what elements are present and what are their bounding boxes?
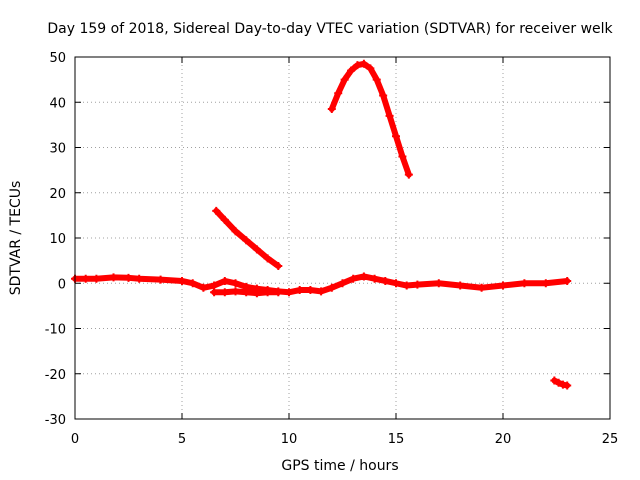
data-point (306, 286, 315, 295)
data-point (434, 279, 443, 288)
data-point (327, 105, 336, 114)
data-point (379, 91, 388, 100)
data-point (263, 254, 272, 263)
x-tick-label: 10 (281, 432, 298, 447)
data-point (404, 170, 413, 179)
data-point (366, 64, 375, 73)
y-tick-label: 30 (49, 142, 66, 157)
data-point (456, 281, 465, 290)
data-point (156, 275, 165, 284)
data-point (242, 288, 251, 297)
data-point (359, 59, 368, 68)
x-tick-label: 5 (178, 432, 186, 447)
series-lower-branch (210, 287, 283, 298)
series-main-band (71, 272, 572, 297)
data-point (252, 245, 261, 254)
chart-title: Day 159 of 2018, Sidereal Day-to-day VTE… (47, 21, 613, 37)
data-point (550, 376, 559, 385)
data-point (220, 276, 229, 285)
y-tick-label: 10 (49, 232, 66, 247)
data-point (285, 288, 293, 297)
data-point (541, 279, 550, 288)
data-point (334, 89, 343, 98)
data-point (92, 274, 101, 283)
data-point (327, 283, 336, 292)
series-short-segment (550, 376, 572, 390)
data-point (317, 287, 326, 296)
data-point (372, 75, 381, 84)
data-point (274, 262, 283, 271)
y-tick-label: -10 (45, 323, 66, 338)
x-tick-label: 0 (71, 432, 79, 447)
series-descending-arc (212, 206, 283, 271)
data-point (340, 75, 349, 84)
x-tick-label: 15 (388, 432, 405, 447)
x-tick-label: 20 (495, 432, 512, 447)
data-point (81, 274, 90, 283)
data-point (554, 378, 563, 387)
data-point (263, 288, 272, 297)
data-point (520, 279, 529, 288)
y-tick-label: 40 (49, 96, 66, 111)
data-point (347, 66, 356, 75)
data-point (220, 288, 229, 297)
data-point (242, 236, 251, 245)
data-point (563, 381, 572, 390)
data-point (477, 283, 486, 292)
data-point (392, 279, 400, 288)
data-point (199, 283, 208, 292)
y-tick-label: -20 (45, 368, 66, 383)
data-point (231, 227, 240, 236)
data-point (349, 274, 358, 283)
data-point (109, 273, 118, 282)
data-point (385, 111, 394, 120)
data-point (370, 274, 379, 283)
data-point (359, 272, 368, 281)
x-tick-label: 25 (602, 432, 619, 447)
series-peak-arc (327, 59, 413, 179)
y-tick-label: 50 (49, 51, 66, 66)
data-point (188, 279, 197, 288)
data-point (210, 281, 219, 290)
data-point (210, 288, 219, 297)
data-point (212, 206, 221, 215)
data-point (135, 274, 144, 283)
data-point (231, 287, 240, 296)
plot-frame (74, 56, 611, 420)
data-point (381, 276, 390, 285)
y-axis-label: SDTVAR / TECUs (8, 181, 24, 296)
data-point (220, 215, 229, 224)
data-point (274, 288, 283, 297)
data-point (398, 152, 407, 161)
data-point (231, 279, 240, 288)
x-axis-label: GPS time / hours (281, 458, 398, 474)
data-point (413, 280, 422, 289)
data-point (353, 61, 362, 70)
data-point (178, 276, 186, 285)
grid (75, 57, 610, 419)
data-point (499, 281, 507, 290)
data-point (124, 273, 133, 282)
data-point (252, 289, 261, 298)
data-marks (71, 59, 572, 390)
data-point (338, 279, 347, 288)
data-point (392, 132, 400, 141)
data-point (295, 286, 304, 295)
y-tick-label: -30 (45, 413, 66, 428)
data-point (402, 281, 411, 290)
data-point (563, 276, 572, 285)
y-tick-label: 20 (49, 187, 66, 202)
y-tick-label: 0 (58, 277, 66, 292)
